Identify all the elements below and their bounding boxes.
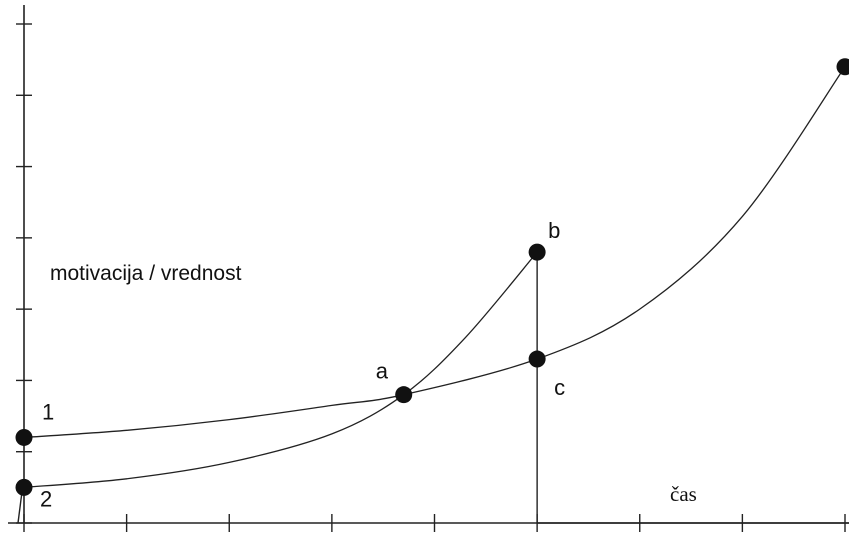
point-2 bbox=[395, 386, 413, 404]
point-label-2: 2 bbox=[40, 486, 52, 511]
curves bbox=[17, 66, 849, 524]
point-label-c: c bbox=[554, 375, 565, 400]
point-3 bbox=[528, 243, 546, 261]
series-1-line bbox=[23, 66, 846, 439]
point-4 bbox=[528, 350, 546, 368]
point-0 bbox=[15, 428, 33, 446]
point-label-b: b bbox=[548, 218, 560, 243]
x-axis-label: čas bbox=[670, 482, 697, 506]
points bbox=[15, 58, 849, 496]
point-label-a: a bbox=[376, 359, 389, 384]
labels: motivacija / vrednost čas 1 2 a b c bbox=[40, 218, 697, 511]
point-5 bbox=[836, 58, 849, 76]
series-2-line bbox=[23, 251, 538, 489]
point-label-1: 1 bbox=[42, 399, 54, 424]
point-1 bbox=[15, 478, 33, 496]
y-axis-label: motivacija / vrednost bbox=[50, 262, 242, 285]
